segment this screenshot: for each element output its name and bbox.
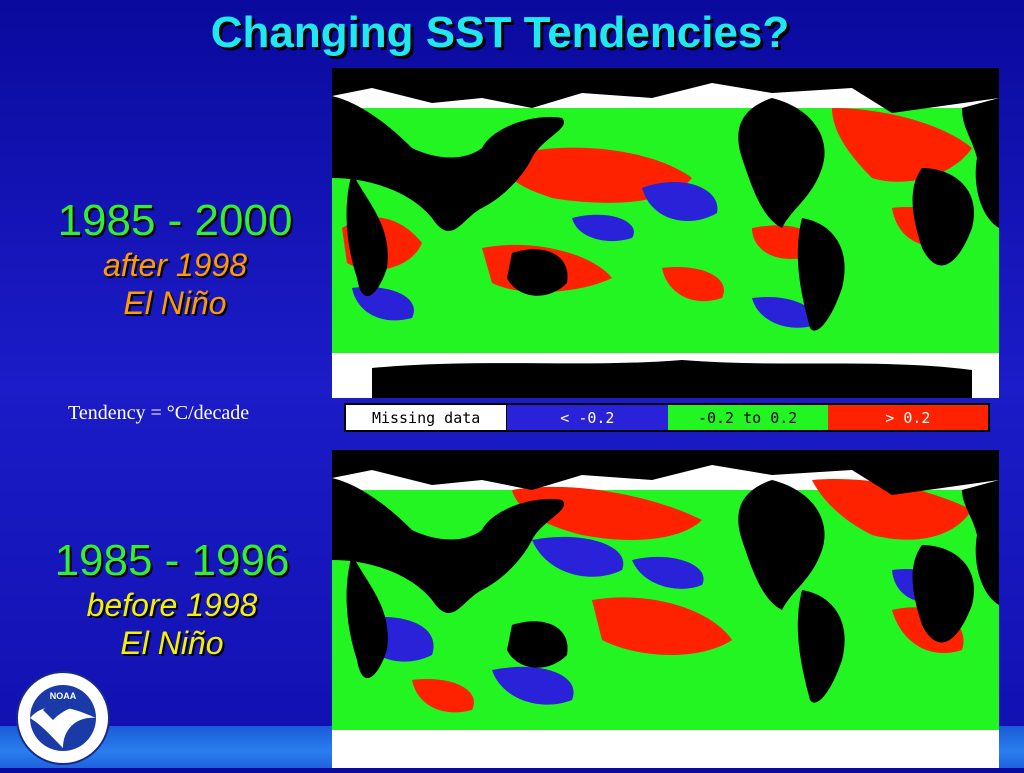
noaa-logo-text: NOAA — [50, 691, 77, 701]
legend-neutral: -0.2 to 0.2 — [667, 405, 828, 430]
top-period-label: 1985 - 2000 after 1998 El Niño — [25, 196, 325, 322]
noaa-logo: NOAA — [8, 668, 118, 768]
top-subtitle-line2: El Niño — [123, 285, 227, 321]
top-period: 1985 - 2000 — [57, 196, 293, 245]
bottom-period: 1985 - 1996 — [54, 536, 290, 585]
legend-warming: > 0.2 — [827, 405, 988, 430]
tendency-units-label: Tendency = °C/decade — [68, 402, 250, 424]
bottom-subtitle-line1: before 1998 — [86, 587, 258, 623]
bottom-period-label: 1985 - 1996 before 1998 El Niño — [22, 536, 322, 662]
legend-missing-data: Missing data — [346, 405, 508, 430]
top-subtitle-line1: after 1998 — [102, 247, 248, 283]
page-title: Changing SST Tendencies? — [210, 8, 790, 57]
bottom-subtitle-line2: El Niño — [120, 625, 224, 661]
sst-map-1985-1996 — [332, 450, 999, 768]
sst-map-1985-2000 — [332, 68, 999, 398]
legend-cooling: < -0.2 — [507, 405, 668, 430]
color-legend: Missing data < -0.2 -0.2 to 0.2 > 0.2 — [344, 403, 990, 432]
